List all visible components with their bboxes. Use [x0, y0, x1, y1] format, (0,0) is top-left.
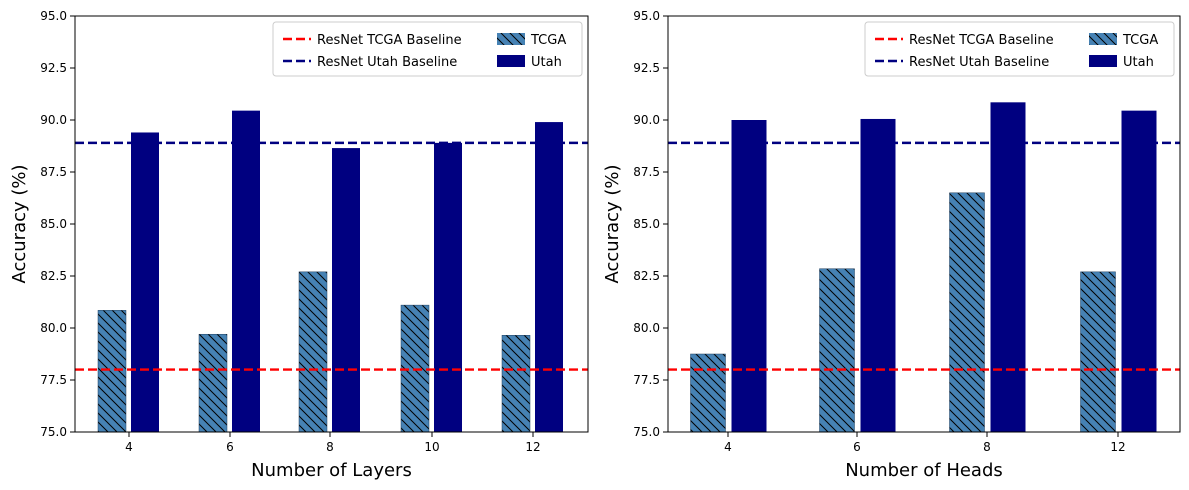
bar-tcga-6	[198, 333, 228, 433]
y-tick-label: 77.5	[40, 373, 67, 387]
y-tick-label: 85.0	[633, 217, 660, 231]
y-tick-label: 75.0	[40, 425, 67, 439]
bar-tcga-12	[501, 335, 531, 433]
y-tick-label: 85.0	[40, 217, 67, 231]
bar-utah-6	[860, 118, 896, 433]
y-tick-label: 87.5	[633, 165, 660, 179]
y-tick-label: 92.5	[40, 61, 67, 75]
x-axis-label: Number of Heads	[845, 460, 1003, 481]
y-tick-label: 90.0	[40, 113, 67, 127]
y-tick-label: 82.5	[40, 269, 67, 283]
legend-label: Utah	[531, 55, 562, 70]
x-tick-label: 4	[125, 440, 133, 454]
chart-layers: 75.0 77.5 80.0 82.5 85.0 87.5 90.0 92.5 95.0 4 6 8 1…	[9, 9, 589, 481]
x-tick-label: 6	[226, 440, 234, 454]
bar-utah-12	[1121, 110, 1157, 432]
legend: ResNet TCGA Baseline ResNet Utah Baseline…	[864, 21, 1175, 77]
x-tick-label: 4	[724, 440, 732, 454]
x-tick-label: 12	[1110, 440, 1125, 454]
bar-tcga-4	[97, 310, 127, 433]
bar-utah-12	[535, 122, 563, 432]
legend-label: ResNet Utah Baseline	[317, 55, 457, 70]
y-tick-label: 95.0	[40, 9, 67, 23]
bar-utah-4	[131, 132, 159, 433]
y-axis-label: Accuracy (%)	[9, 164, 30, 283]
legend-label: ResNet Utah Baseline	[909, 55, 1049, 70]
legend-swatch-utah	[1089, 55, 1117, 67]
x-tick-label: 8	[983, 440, 991, 454]
chart-heads: 75.0 77.5 80.0 82.5 85.0 87.5 90.0 92.5 95.0 4 6 8 1…	[602, 9, 1181, 481]
bar-tcga-8	[949, 192, 985, 433]
y-tick-label: 87.5	[40, 165, 67, 179]
legend-label: ResNet TCGA Baseline	[317, 33, 462, 48]
bar-utah-6	[232, 110, 260, 432]
y-tick-label: 82.5	[633, 269, 660, 283]
x-axis-label: Number of Layers	[251, 460, 412, 481]
y-tick-label: 92.5	[633, 61, 660, 75]
x-tick-label: 8	[326, 440, 334, 454]
y-tick-label: 75.0	[633, 425, 660, 439]
legend-swatch-utah	[497, 55, 525, 67]
legend-swatch-tcga	[497, 33, 525, 45]
bar-tcga-8	[298, 271, 328, 433]
y-tick-label: 80.0	[633, 321, 660, 335]
x-tick-label: 12	[525, 440, 540, 454]
bar-tcga-4	[690, 353, 726, 433]
y-axis-label: Accuracy (%)	[602, 164, 623, 283]
bar-utah-8	[990, 102, 1026, 432]
y-tick-label: 80.0	[40, 321, 67, 335]
y-tick-label: 90.0	[633, 113, 660, 127]
bar-utah-8	[332, 148, 360, 432]
legend-label: TCGA	[1122, 33, 1158, 48]
bar-utah-10	[434, 142, 462, 432]
y-tick-label: 77.5	[633, 373, 660, 387]
legend-label: ResNet TCGA Baseline	[909, 33, 1054, 48]
y-tick-label: 95.0	[633, 9, 660, 23]
legend-label: Utah	[1123, 55, 1154, 70]
bar-utah-4	[731, 120, 767, 432]
bar-tcga-12	[1080, 271, 1116, 433]
legend-label: TCGA	[530, 33, 566, 48]
x-tick-label: 6	[853, 440, 861, 454]
legend: ResNet TCGA Baseline ResNet Utah Baseline…	[272, 21, 583, 77]
legend-swatch-tcga	[1089, 33, 1117, 45]
x-tick-label: 10	[424, 440, 439, 454]
bar-tcga-6	[819, 268, 855, 433]
